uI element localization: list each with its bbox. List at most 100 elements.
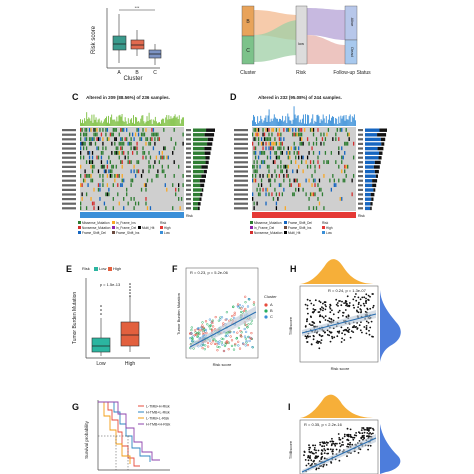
panel-f-label: F	[172, 264, 178, 274]
c-matrix-cell	[149, 164, 152, 169]
d-matrix-cell	[345, 141, 347, 146]
c-matrix-cell	[90, 174, 92, 178]
panel-h-point	[315, 341, 318, 344]
c-matrix-cell	[80, 137, 82, 141]
c-top-bar	[108, 115, 109, 126]
panel-i-point	[310, 459, 313, 462]
c-matrix-cell	[114, 174, 116, 178]
c-matrix-cell	[103, 164, 106, 169]
d-matrix-cell	[344, 164, 346, 169]
panel-b-node-risk	[295, 5, 308, 65]
panel-i-point	[365, 428, 367, 431]
d-top-bar	[307, 114, 309, 126]
d-matrix-cell	[260, 151, 263, 155]
d-matrix-cell	[252, 164, 254, 169]
c-matrix-cell	[80, 141, 82, 146]
panel-a-cat-a: A	[117, 70, 121, 76]
d-matrix-cell	[318, 164, 321, 169]
c-matrix-cell	[148, 141, 150, 146]
panel-c-risk-swatch-high	[160, 226, 163, 229]
c-matrix-cell	[158, 160, 161, 164]
panel-g-ylabel: Survival probability	[84, 420, 89, 459]
c-top-bar	[100, 120, 102, 126]
panel-h-point	[306, 318, 308, 321]
panel-g-curve-2	[98, 401, 151, 462]
d-top-bar	[347, 119, 349, 126]
panel-h-point	[365, 320, 368, 323]
panel-f-point	[210, 342, 213, 345]
d-matrix-cell	[268, 174, 270, 178]
c-matrix-cell	[84, 137, 86, 141]
d-side-bar	[365, 202, 371, 206]
panel-h-point	[343, 339, 346, 341]
panel-i-point	[313, 452, 315, 455]
panel-h-point	[363, 304, 366, 307]
panel-h-point	[322, 302, 324, 305]
panel-h-point	[336, 335, 339, 338]
d-matrix-cell	[315, 206, 318, 210]
panel-h-xlabel: Risk score	[331, 366, 350, 371]
d-matrix-cell	[308, 151, 310, 155]
d-matrix-cell	[287, 146, 289, 151]
panel-h-point	[346, 305, 349, 307]
d-top-bar	[268, 109, 270, 126]
d-matrix-cell	[301, 160, 303, 164]
d-matrix-cell	[266, 174, 269, 178]
c-matrix-cell	[118, 141, 120, 146]
panel-i-point	[353, 434, 356, 436]
d-matrix-cell	[280, 183, 282, 187]
d-top-bar	[335, 117, 337, 126]
d-matrix-cell	[271, 146, 273, 151]
d-matrix-cell	[254, 169, 257, 174]
c-matrix-cell	[106, 192, 109, 197]
panel-h-point	[337, 305, 339, 307]
panel-f-point	[245, 324, 248, 327]
panel-i-point	[338, 442, 341, 445]
c-matrix-cell	[114, 137, 116, 141]
d-top-bar	[341, 118, 343, 126]
d-matrix-cell	[268, 137, 270, 141]
d-top-bar	[284, 120, 286, 126]
c-matrix-cell	[81, 192, 83, 197]
panel-h-point	[368, 333, 371, 336]
c-matrix-cell	[145, 197, 147, 201]
c-top-bar	[169, 119, 171, 126]
c-top-bar	[173, 116, 175, 126]
panel-d: D Altered in 232 (95.08%) of 244 samples…	[230, 92, 387, 235]
c-matrix-cell	[117, 146, 119, 151]
d-matrix-cell	[253, 178, 255, 183]
d-matrix-cell	[320, 141, 322, 146]
d-matrix-cell	[259, 164, 261, 169]
panel-f-point	[249, 336, 252, 340]
c-top-bar	[128, 123, 130, 126]
c-matrix-cell	[99, 128, 101, 132]
panel-i-point	[346, 445, 348, 448]
c-pct-label	[186, 138, 191, 141]
c-matrix-cell	[161, 164, 163, 169]
c-top-bar	[156, 123, 158, 126]
panel-f-stat: R = 0.23, p = 5.2e-06	[190, 270, 229, 275]
d-top-bar	[260, 115, 262, 126]
panel-f-point	[216, 345, 219, 348]
c-top-bar	[176, 116, 178, 126]
panel-h-point	[318, 347, 321, 350]
panel-h-point	[352, 304, 355, 307]
panel-e: E Risk Low High Tumor Burden Mutation p …	[66, 264, 150, 367]
panel-e-outlier	[100, 309, 102, 311]
panel-d-top-bars	[252, 106, 356, 126]
d-top-bar	[263, 120, 265, 126]
c-matrix-cell	[117, 151, 119, 155]
panel-i-point	[372, 429, 375, 431]
c-matrix-cell	[121, 164, 123, 169]
panel-i-point	[318, 467, 320, 470]
c-matrix-cell	[139, 137, 141, 141]
c-matrix-cell	[120, 141, 122, 146]
d-matrix-cell	[302, 155, 304, 160]
c-matrix-cell	[105, 192, 107, 197]
d-matrix-cell	[298, 146, 300, 151]
panel-i-point	[327, 441, 329, 444]
panel-b-node-c	[241, 35, 255, 65]
c-matrix-cell	[114, 178, 116, 183]
panel-h-point	[369, 326, 372, 329]
